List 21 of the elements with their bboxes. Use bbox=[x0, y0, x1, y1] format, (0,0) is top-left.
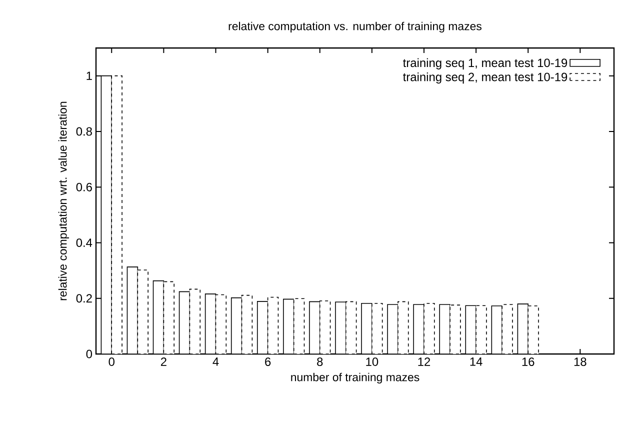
x-tick-label: 12 bbox=[418, 358, 430, 366]
y-axis-title: relative computation wrt. value iteration bbox=[58, 102, 70, 300]
x-tick-label: 6 bbox=[265, 358, 271, 366]
legend-label: training seq 1, mean test 10-19 bbox=[403, 58, 568, 70]
x-axis-title: number of training mazes bbox=[291, 372, 420, 384]
y-tick-label: 0 bbox=[86, 350, 92, 358]
y-tick-label: 0.2 bbox=[76, 294, 92, 303]
y-tick-label: 0.6 bbox=[76, 182, 92, 192]
x-tick-label: 14 bbox=[470, 358, 482, 366]
x-tick-label: 0 bbox=[108, 358, 114, 366]
x-tick-label: 4 bbox=[212, 358, 219, 366]
x-tick-label: 16 bbox=[522, 358, 534, 366]
x-tick-label: 18 bbox=[574, 358, 586, 366]
chart-title: relative computation vs. number of training mazes bbox=[228, 22, 482, 32]
y-tick-label: 0.4 bbox=[76, 238, 92, 247]
y-tick-label: 1 bbox=[86, 72, 92, 80]
x-tick-label: 8 bbox=[317, 358, 323, 366]
y-tick-label: 0.8 bbox=[76, 127, 92, 136]
x-tick-label: 2 bbox=[160, 358, 166, 366]
x-tick-label: 10 bbox=[366, 358, 378, 366]
legend-label: training seq 2, mean test 10-19 bbox=[403, 72, 568, 84]
